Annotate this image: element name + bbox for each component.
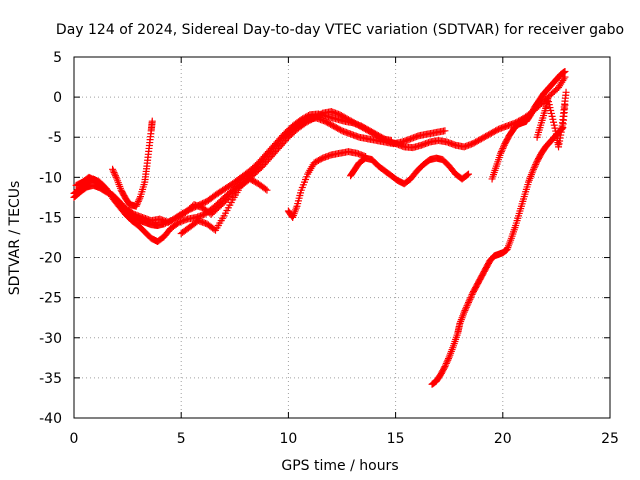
- data-point: [561, 67, 569, 75]
- y-tick-label: -30: [39, 331, 62, 347]
- y-tick-label: -35: [39, 371, 62, 387]
- data-point: [498, 146, 506, 154]
- data-point: [387, 136, 395, 144]
- x-tick-label: 15: [387, 431, 405, 447]
- data-point: [500, 141, 508, 149]
- data-point: [132, 202, 140, 210]
- data-point: [552, 127, 560, 135]
- x-tick-label: 0: [70, 431, 79, 447]
- data-point: [110, 169, 118, 177]
- y-axis-label: SDTVAR / TECUs: [7, 181, 23, 296]
- data-point: [148, 117, 156, 125]
- series-track-g: [347, 154, 472, 188]
- series-track-f: [284, 148, 370, 221]
- data-point: [531, 162, 539, 170]
- data-point: [464, 298, 472, 306]
- data-point: [464, 300, 472, 308]
- data-point: [545, 101, 553, 109]
- data-point: [461, 307, 469, 315]
- data-point: [111, 170, 119, 178]
- y-tick-labels: 5 0 -5 -10 -15 -20 -25 -30 -35 -40: [39, 50, 62, 427]
- data-point: [444, 356, 452, 364]
- x-tick-label: 10: [279, 431, 297, 447]
- data-point: [545, 98, 553, 106]
- series-track-h: [428, 101, 569, 388]
- data-point: [529, 167, 537, 175]
- series-track-d: [109, 117, 156, 210]
- data-point: [440, 364, 448, 372]
- y-tick-label: -20: [39, 251, 62, 267]
- y-tick-label: -15: [39, 210, 62, 226]
- data-point: [562, 88, 570, 96]
- data-point: [133, 201, 141, 209]
- data-point: [500, 143, 508, 151]
- data-point: [466, 295, 474, 303]
- data-point: [111, 172, 119, 180]
- data-series: [70, 67, 570, 388]
- y-tick-label: -40: [39, 411, 62, 427]
- x-tick-label: 20: [494, 431, 512, 447]
- data-point: [530, 164, 538, 172]
- data-point: [532, 160, 540, 168]
- axis-ticks: [73, 56, 611, 419]
- data-point: [443, 358, 451, 366]
- data-point: [463, 171, 471, 179]
- series-track-b: [70, 114, 449, 246]
- data-point: [530, 165, 538, 173]
- data-point: [442, 359, 450, 367]
- data-point: [547, 106, 555, 114]
- y-tick-label: -25: [39, 291, 62, 307]
- y-tick-label: -5: [48, 130, 62, 146]
- data-point: [532, 159, 540, 167]
- data-point: [136, 194, 144, 202]
- y-tick-label: 0: [53, 90, 62, 106]
- data-point: [499, 144, 507, 152]
- data-point: [551, 124, 559, 132]
- data-point: [464, 170, 472, 178]
- data-point: [263, 186, 271, 194]
- chart-title: Day 124 of 2024, Sidereal Day-to-day VTE…: [56, 22, 624, 38]
- data-point: [497, 148, 505, 156]
- data-point: [548, 112, 556, 120]
- data-point: [468, 290, 476, 298]
- data-point: [262, 185, 270, 193]
- data-point: [442, 361, 450, 369]
- data-point: [441, 363, 449, 371]
- y-tick-label: -10: [39, 170, 62, 186]
- data-point: [497, 149, 505, 157]
- x-tick-label: 5: [177, 431, 186, 447]
- series-track-i: [488, 67, 569, 183]
- data-point: [462, 305, 470, 313]
- data-point: [462, 303, 470, 311]
- data-point: [550, 121, 558, 129]
- data-point: [547, 109, 555, 117]
- data-point: [109, 167, 117, 175]
- data-point: [135, 196, 143, 204]
- data-point: [463, 302, 471, 310]
- data-point: [460, 308, 468, 316]
- data-point: [465, 297, 473, 305]
- plot-frame: [73, 56, 611, 419]
- series-track-e: [177, 175, 271, 237]
- data-point: [467, 294, 475, 302]
- data-point: [134, 197, 142, 205]
- x-tick-labels: 0 5 10 15 20 25: [70, 431, 619, 447]
- grid: [74, 57, 610, 418]
- data-point: [544, 95, 552, 103]
- data-point: [134, 199, 142, 207]
- data-point: [441, 127, 449, 135]
- data-point: [109, 165, 117, 173]
- data-point: [549, 115, 557, 123]
- data-point: [112, 173, 120, 181]
- series-track-j: [533, 88, 570, 151]
- x-tick-label: 25: [601, 431, 619, 447]
- data-point: [467, 292, 475, 300]
- data-point: [546, 104, 554, 112]
- y-tick-label: 5: [53, 50, 62, 66]
- data-point: [550, 118, 558, 126]
- x-axis-label: GPS time / hours: [281, 458, 398, 474]
- data-point: [444, 355, 452, 363]
